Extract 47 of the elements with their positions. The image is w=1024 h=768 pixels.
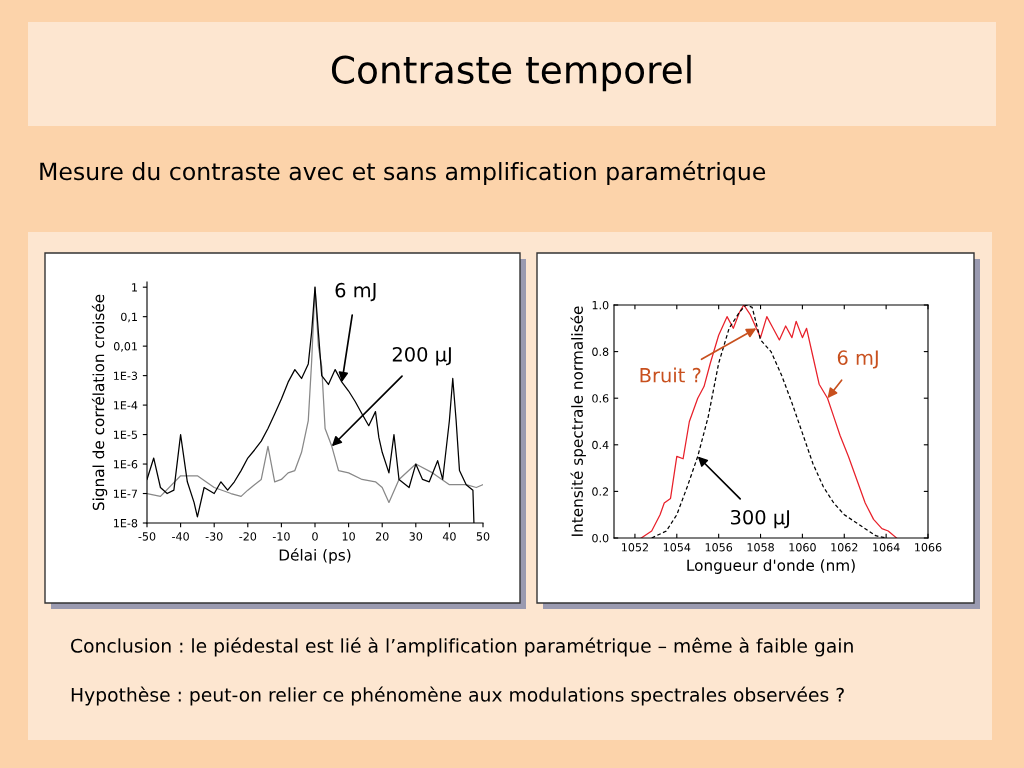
x-tick-label: 1064: [873, 543, 900, 552]
x-tick-label: 1062: [831, 543, 858, 552]
x-tick-label: 40: [442, 532, 456, 541]
y-tick-label: 1E-6: [114, 460, 138, 469]
y-tick-label: 1E-4: [114, 401, 138, 410]
y-axis-title: Intensité spectrale normalisée: [570, 306, 586, 536]
y-tick-label: 1: [132, 283, 137, 292]
x-tick-label: 0: [312, 532, 318, 541]
y-tick-label: 1E-7: [114, 489, 138, 498]
x-tick-label: 1054: [663, 543, 691, 552]
x-tick-label: -10: [272, 532, 290, 541]
x-tick-label: 20: [375, 532, 389, 541]
x-tick-label: -40: [172, 532, 189, 541]
text: Hypothèse : peut-on relier ce phénomène aux modulations spectrales observées ?: [71, 686, 844, 706]
y-tick-label: 0,01: [113, 342, 137, 352]
x-tick-label: 1058: [747, 543, 774, 552]
annotation: 6 mJ: [335, 282, 376, 302]
y-tick-label: 0.2: [592, 487, 609, 496]
x-tick-label: 1052: [622, 543, 648, 552]
x-tick-label: 30: [409, 532, 423, 541]
y-tick-label: 0,1: [121, 312, 137, 323]
x-tick-label: 1060: [789, 543, 816, 552]
y-tick-label: 1E-5: [114, 430, 137, 439]
x-tick-label: 10: [342, 532, 355, 541]
y-tick-label: 1.0: [592, 300, 609, 310]
y-tick-label: 0.6: [592, 394, 609, 403]
chart-subtitle: Mesure du contraste avec et sans amplification paramétrique: [40, 161, 766, 185]
x-tick-label: 1056: [705, 543, 733, 552]
x-tick-label: 1066: [915, 543, 942, 552]
annotation: 200 µJ: [392, 346, 451, 366]
y-tick-label: 1E-3: [114, 371, 138, 380]
x-tick-label: -20: [239, 532, 257, 541]
y-tick-label: 1E-8: [114, 518, 138, 528]
annotation: 6 mJ: [837, 350, 878, 369]
text: Conclusion : le piédestal est lié à l’amplification paramétrique – même à faible gain: [71, 637, 853, 657]
annotation: 300 µJ: [731, 509, 790, 529]
annotation: Bruit ?: [640, 367, 701, 383]
y-tick-label: 0.4: [592, 440, 609, 450]
y-tick-label: 0.0: [592, 533, 609, 543]
x-tick-label: -50: [138, 532, 156, 541]
y-axis-title: Signal de corrélation croisée: [91, 294, 108, 511]
chart-title: Contraste temporel: [331, 54, 691, 92]
x-axis-title: Délai (ps): [279, 548, 351, 564]
x-tick-label: 50: [476, 532, 490, 541]
x-tick-label: -30: [205, 532, 223, 541]
y-tick-label: 0.8: [592, 347, 609, 356]
x-axis-title: Longueur d'onde (nm): [687, 559, 855, 574]
